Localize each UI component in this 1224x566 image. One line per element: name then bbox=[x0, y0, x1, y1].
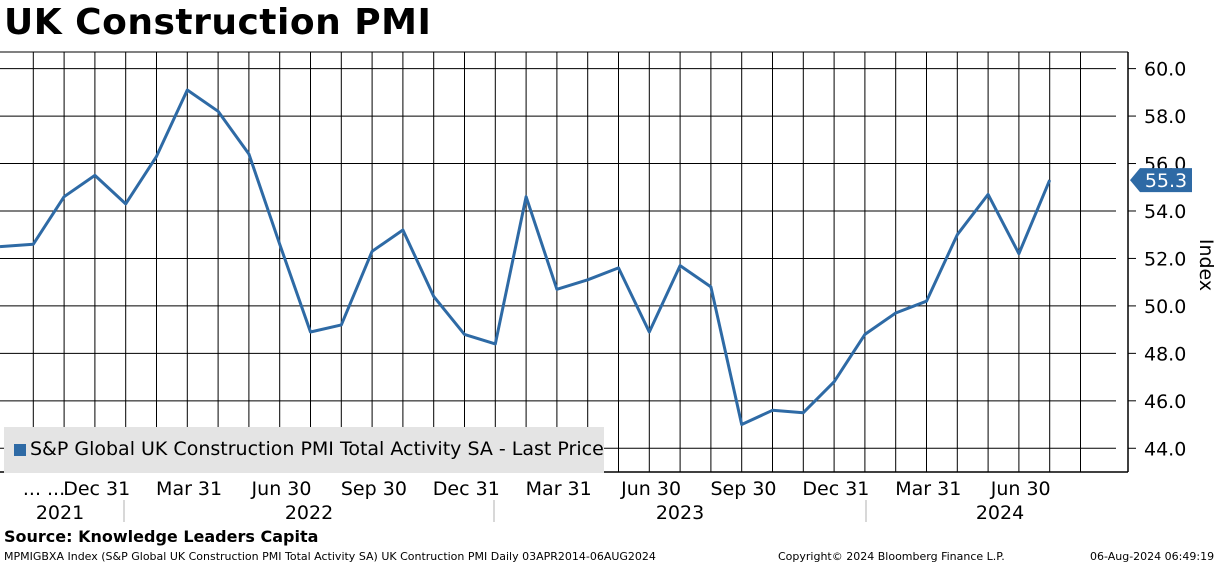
x-tick-label: Dec 31 bbox=[802, 478, 869, 500]
y-tick-label: 60.0 bbox=[1144, 59, 1186, 81]
x-tick-label: Dec 31 bbox=[433, 478, 500, 500]
series-line bbox=[0, 88, 1052, 426]
y-axis-label: Index bbox=[1195, 239, 1217, 291]
x-axis: ... ...Dec 31 Mar 31 Jun 30 Sep 30 Dec 31 Mar… bbox=[0, 471, 1128, 524]
x-tick-label: Jun 30 bbox=[990, 478, 1051, 500]
footer-description: MPMIGBXA Index (S&P Global UK Constructi… bbox=[4, 550, 656, 563]
source-note: Source: Knowledge Leaders Capita bbox=[4, 527, 319, 546]
x-tick-label: Sep 30 bbox=[341, 478, 407, 500]
last-value-marker: 55.3 bbox=[1130, 168, 1192, 193]
x-tick-label: Mar 31 bbox=[895, 478, 961, 500]
y-axis: 60.058.056.054.052.050.048.046.044.0 bbox=[1127, 52, 1186, 472]
footer-timestamp: 06-Aug-2024 06:49:19 bbox=[1090, 550, 1215, 563]
y-tick-label: 50.0 bbox=[1144, 296, 1186, 318]
year-label: 2023 bbox=[656, 502, 704, 524]
year-label: 2022 bbox=[285, 502, 333, 524]
y-tick-label: 44.0 bbox=[1144, 438, 1186, 460]
last-value-text: 55.3 bbox=[1145, 170, 1187, 192]
legend-label: S&P Global UK Construction PMI Total Act… bbox=[30, 438, 604, 460]
legend: S&P Global UK Construction PMI Total Act… bbox=[4, 427, 604, 473]
x-tick-label: ... ... bbox=[23, 478, 65, 500]
y-tick-label: 54.0 bbox=[1144, 201, 1186, 223]
year-label: 2021 bbox=[36, 502, 84, 524]
y-tick-label: 58.0 bbox=[1144, 106, 1186, 128]
y-tick-label: 48.0 bbox=[1144, 343, 1186, 365]
x-tick-label: Mar 31 bbox=[156, 478, 222, 500]
y-tick-label: 52.0 bbox=[1144, 248, 1186, 270]
year-label: 2024 bbox=[976, 502, 1024, 524]
x-tick-label: Sep 30 bbox=[710, 478, 776, 500]
y-tick-label: 46.0 bbox=[1144, 391, 1186, 413]
x-tick-label: Mar 31 bbox=[526, 478, 592, 500]
x-tick-label: Jun 30 bbox=[251, 478, 312, 500]
last-value-badge bbox=[1130, 168, 1192, 193]
x-tick-label: Dec 31 bbox=[63, 478, 130, 500]
chart-title: UK Construction PMI bbox=[4, 2, 432, 43]
legend-swatch bbox=[14, 444, 26, 456]
x-tick-label: Jun 30 bbox=[620, 478, 681, 500]
gridlines bbox=[0, 51, 1128, 472]
footer-copyright: Copyright© 2024 Bloomberg Finance L.P. bbox=[778, 550, 1005, 563]
